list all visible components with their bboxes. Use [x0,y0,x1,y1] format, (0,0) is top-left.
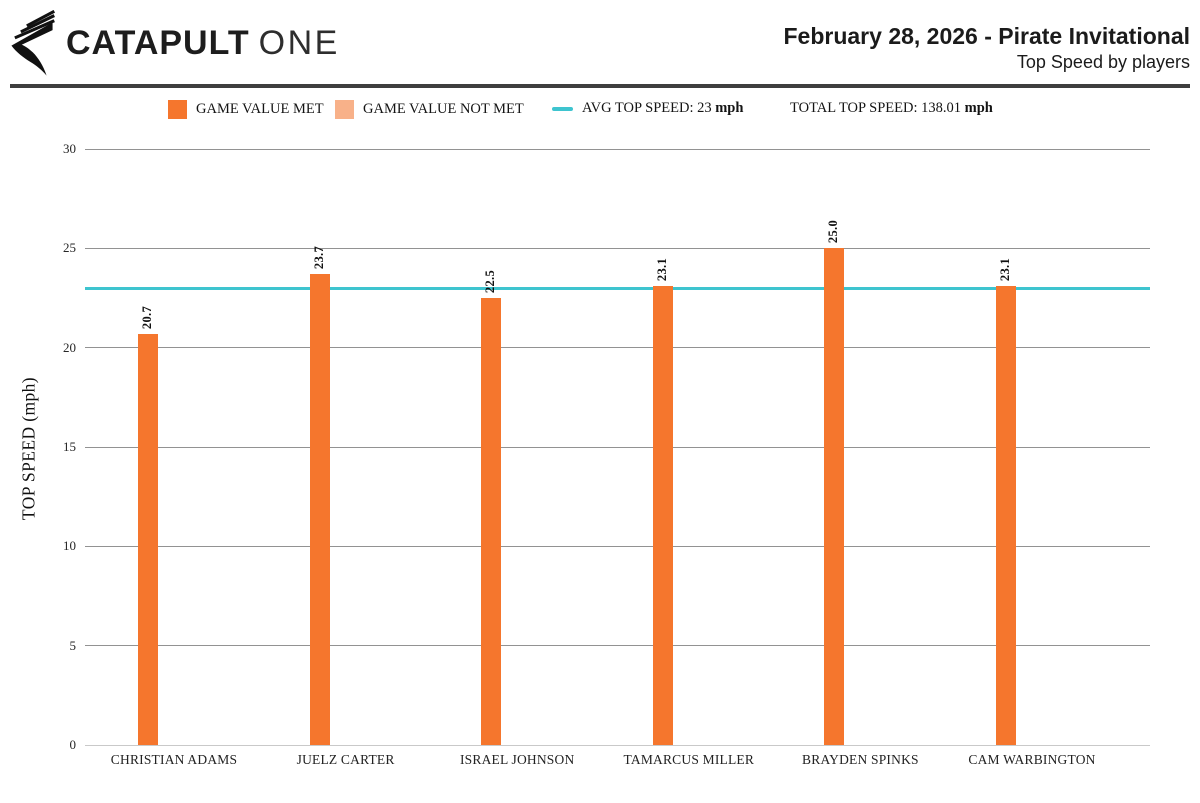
header-divider [10,84,1190,88]
bar-christian-adams [138,333,158,745]
legend-item-game-value-not-met: GAME VALUE NOT MET [335,100,524,119]
x-axis-label-juelz-carter: JUELZ CARTER [296,752,395,767]
bar-value-label: 23.7 [311,246,326,270]
y-axis-title: TOP SPEED (mph) [18,376,39,521]
x-axis-label-christian-adams: CHRISTIAN ADAMS [110,752,238,767]
bar-value-label: 25.0 [826,220,841,244]
chart-legend: GAME VALUE MET GAME VALUE NOT MET AVG TO… [0,100,1200,124]
report-title: February 28, 2026 - Pirate Invitational [783,23,1191,49]
plot-area: 20.7 23.7 22.5 23.1 25.0 23.1 [85,148,1150,746]
logo-word-one: ONE [258,23,340,62]
catapult-logo: CATAPULT ONE [8,10,340,76]
y-tick-label-25: 25 [63,240,76,256]
catapult-chevron-icon [11,10,56,76]
logo-word-catapult: CATAPULT [66,23,250,62]
legend-item-total-top-speed: TOTAL TOP SPEED: 138.01 mph [790,100,993,117]
legend-label-avg: AVG TOP SPEED: 23 mph [582,100,744,116]
y-tick-label-5: 5 [69,637,77,653]
y-tick-label-0: 0 [69,737,77,752]
bar-value-label: 22.5 [483,269,498,293]
y-tick-label-30: 30 [63,141,76,156]
bar-value-label: 20.7 [140,305,154,329]
legend-label-not-met: GAME VALUE NOT MET [363,101,524,117]
report-header: February 28, 2026 - Pirate Invitational … [784,22,1191,74]
bar-juelz-carter [309,274,330,745]
bar-tamarcus-miller [652,286,673,745]
x-axis-label-cam-warbington: CAM WARBINGTON [968,752,1096,767]
bar-value-label: 23.1 [654,258,669,282]
report-subtitle: Top Speed by players [1016,52,1190,72]
y-tick-label-15: 15 [63,439,76,454]
legend-item-game-value-met: GAME VALUE MET [168,100,324,119]
bar-israel-johnson [481,298,502,745]
gridline-5 [85,645,1150,647]
bar-brayden-spinks [824,248,845,745]
game-value-met-swatch [168,100,187,119]
bar-cam-warbington [996,286,1016,745]
gridline-25 [85,247,1150,249]
legend-label-total: TOTAL TOP SPEED: 138.01 mph [790,100,993,116]
legend-label-met: GAME VALUE MET [196,101,324,117]
gridline-15 [85,446,1150,448]
logo-wordmark: CATAPULT ONE [66,24,340,63]
y-tick-label-20: 20 [63,339,76,355]
y-tick-label-10: 10 [63,538,76,554]
gridline-30 [85,148,1150,150]
avg-top-speed-line [85,286,1150,290]
x-axis-label-brayden-spinks: BRAYDEN SPINKS [802,752,919,767]
gridline-10 [85,545,1150,547]
avg-line-swatch [552,106,573,111]
legend-item-avg-top-speed: AVG TOP SPEED: 23 mph [552,100,743,117]
gridline-20 [85,347,1150,349]
gridline-0 [85,744,1150,746]
game-value-not-met-swatch [335,100,354,119]
x-axis-label-israel-johnson: ISRAEL JOHNSON [459,752,575,767]
x-axis-label-tamarcus-miller: TAMARCUS MILLER [623,752,755,767]
bar-value-label: 23.1 [998,258,1012,282]
